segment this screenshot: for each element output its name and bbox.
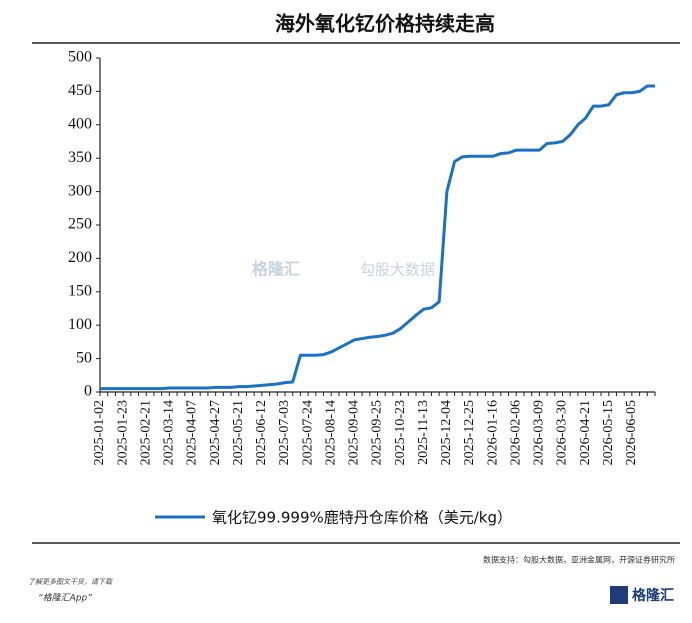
footer-note: 了解更多图文干货，请下载	[28, 578, 113, 586]
x-tick-label: 2025-04-07	[185, 400, 200, 465]
y-tick-label: 400	[68, 115, 92, 132]
y-tick-label: 450	[68, 82, 92, 99]
x-tick-label: 2025-10-23	[393, 400, 408, 465]
x-tick-label: 2025-07-24	[300, 400, 315, 465]
y-tick-label: 150	[68, 282, 92, 299]
chart-title: 海外氧化钇价格持续走高	[275, 12, 495, 36]
x-tick-label: 2025-12-04	[439, 400, 454, 465]
y-tick-label: 250	[68, 216, 92, 233]
footer-app: “格隆汇App”	[38, 593, 92, 604]
y-tick-label: 350	[68, 149, 92, 166]
y-tick-label: 50	[76, 349, 92, 366]
x-tick-label: 2026-01-16	[485, 400, 500, 465]
x-tick-label: 2025-07-03	[277, 400, 292, 465]
watermark: 勾股大数据	[360, 261, 435, 279]
watermark: 格隆汇	[252, 260, 300, 279]
x-tick-label: 2025-09-04	[347, 400, 362, 465]
y-tick-label: 500	[68, 49, 92, 66]
x-tick-label: 2025-03-14	[162, 400, 177, 465]
x-tick-label: 2026-05-15	[601, 400, 616, 465]
x-tick-label: 2026-03-30	[555, 400, 570, 465]
y-tick-label: 0	[84, 383, 92, 400]
x-tick-label: 2026-03-09	[532, 400, 547, 465]
x-tick-label: 2026-04-21	[578, 400, 593, 465]
x-tick-label: 2025-12-25	[462, 400, 477, 465]
x-tick-label: 2025-01-02	[92, 400, 107, 465]
x-tick-label: 2026-06-05	[624, 400, 639, 465]
y-tick-label: 100	[68, 316, 92, 333]
x-tick-label: 2025-08-14	[323, 400, 338, 465]
x-tick-label: 2025-11-13	[416, 400, 431, 465]
logo-icon	[610, 586, 628, 604]
x-tick-label: 2026-02-06	[508, 400, 523, 465]
x-tick-label: 2025-02-21	[138, 400, 153, 465]
data-line	[100, 84, 655, 391]
legend-label: 氧化钇99.999%鹿特丹仓库价格（美元/kg）	[212, 509, 512, 527]
logo: 格隆汇	[632, 587, 674, 604]
y-tick-label: 300	[68, 182, 92, 199]
x-tick-label: 2025-01-23	[115, 400, 130, 465]
x-tick-label: 2025-04-27	[208, 400, 223, 465]
x-tick-label: 2025-05-21	[231, 400, 246, 465]
x-tick-label: 2025-09-25	[370, 400, 385, 465]
y-tick-label: 200	[68, 249, 92, 266]
x-tick-label: 2025-06-12	[254, 400, 269, 465]
source: 数据支持：勾股大数据，亚洲金属网，开源证券研究所	[483, 555, 675, 565]
